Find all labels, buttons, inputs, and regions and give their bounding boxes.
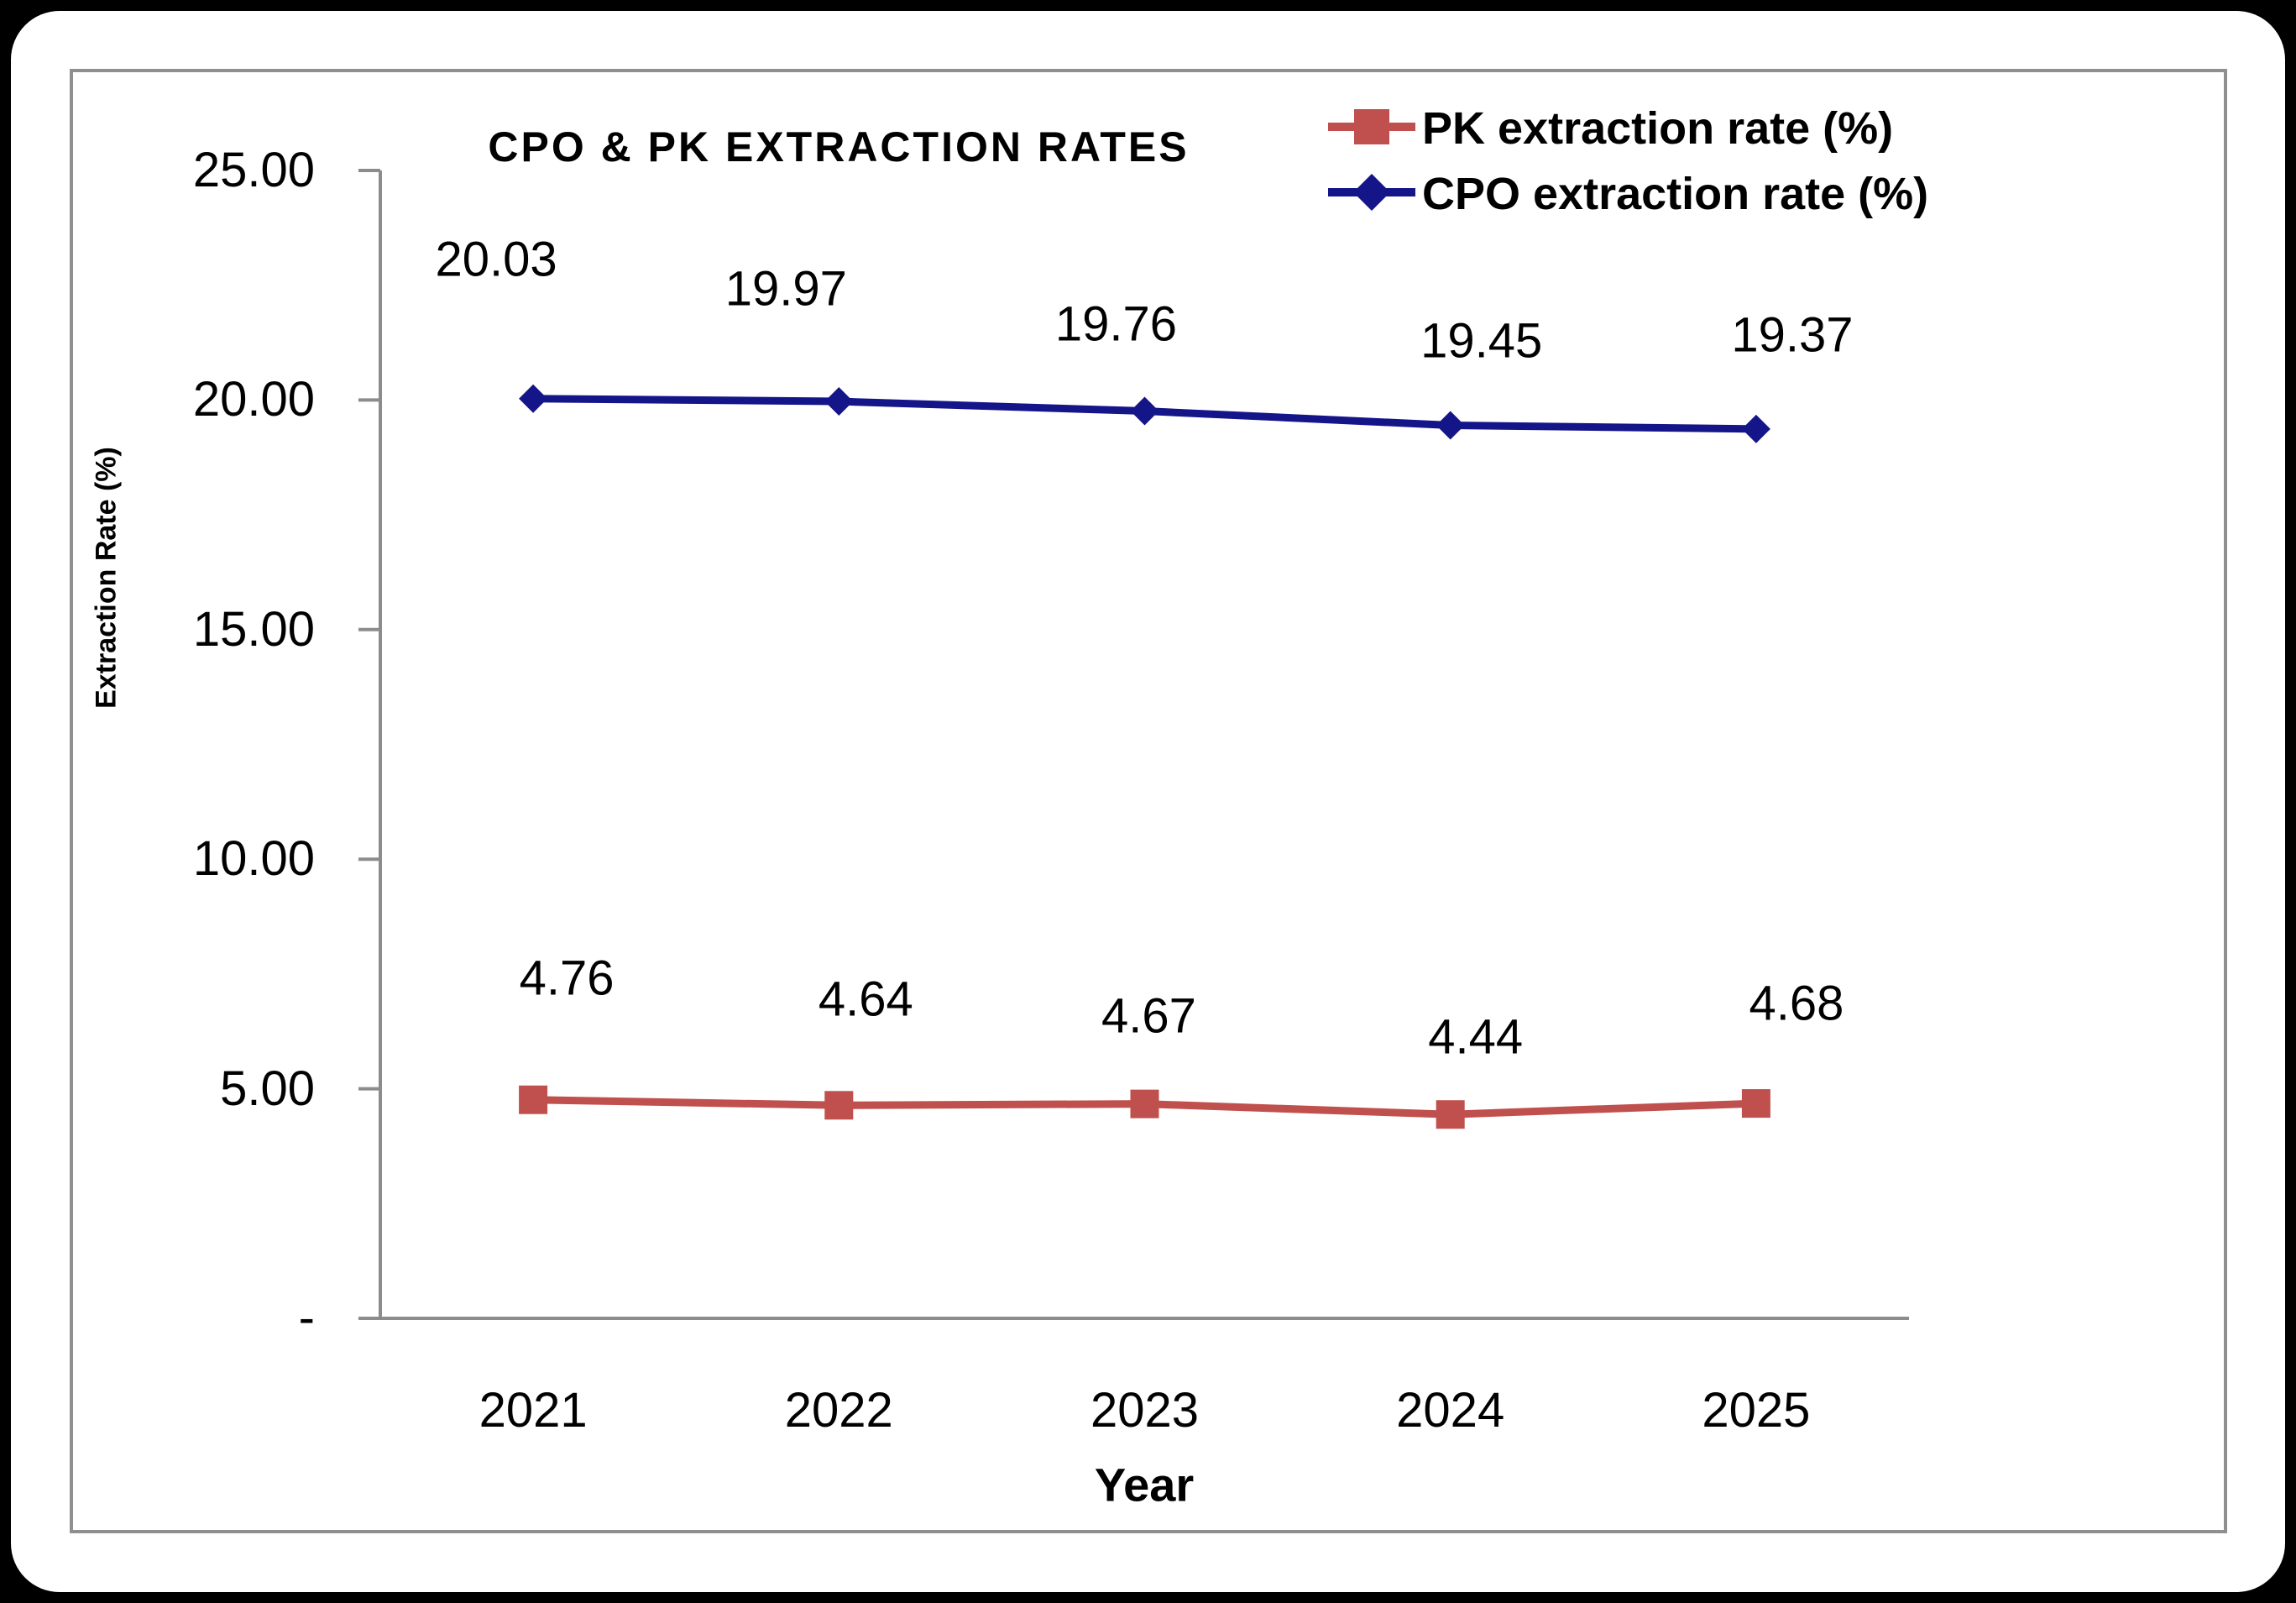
diamond-marker-icon bbox=[1130, 396, 1159, 426]
square-marker-icon bbox=[1130, 1089, 1159, 1118]
x-tick-label: 2021 bbox=[479, 1383, 588, 1438]
y-tick-label: 20.00 bbox=[192, 372, 315, 427]
y-tick-label: 15.00 bbox=[192, 601, 315, 657]
pk-square-marker-icon bbox=[1328, 107, 1415, 150]
legend-label-pk: PK extraction rate (%) bbox=[1422, 103, 1894, 154]
data-label: 19.37 bbox=[1731, 307, 1854, 363]
square-marker-icon bbox=[1741, 1089, 1770, 1118]
square-marker-icon bbox=[1436, 1100, 1465, 1129]
data-label: 19.97 bbox=[724, 261, 847, 317]
x-tick-label: 2022 bbox=[784, 1383, 893, 1438]
data-label: 4.67 bbox=[1101, 988, 1196, 1044]
data-label: 20.03 bbox=[435, 232, 557, 287]
legend-item-pk: PK extraction rate (%) bbox=[1328, 101, 1928, 156]
data-label: 4.64 bbox=[818, 972, 913, 1027]
chart-title: CPO & PK EXTRACTION RATES bbox=[488, 123, 1190, 170]
diamond-marker-icon bbox=[1741, 414, 1770, 443]
diamond-marker-icon bbox=[824, 387, 854, 416]
x-tick-label: 2024 bbox=[1396, 1383, 1505, 1438]
legend-item-cpo: CPO extraction rate (%) bbox=[1328, 166, 1928, 222]
data-label: 4.44 bbox=[1428, 1009, 1524, 1065]
legend: PK extraction rate (%) CPO extraction ra… bbox=[1328, 101, 1928, 222]
y-tick-label: 10.00 bbox=[192, 831, 315, 887]
square-marker-icon bbox=[824, 1091, 854, 1120]
y-tick-label: 25.00 bbox=[192, 143, 315, 197]
diamond-marker-icon bbox=[519, 384, 548, 413]
data-label: 4.76 bbox=[519, 951, 615, 1006]
y-tick-label: - bbox=[298, 1291, 315, 1345]
square-marker-icon bbox=[519, 1085, 548, 1114]
x-tick-label: 2023 bbox=[1090, 1383, 1200, 1438]
cpo-diamond-marker-icon bbox=[1328, 173, 1415, 216]
diamond-marker-icon bbox=[1436, 411, 1465, 440]
plot-frame-border bbox=[70, 69, 2227, 1533]
data-label: 19.45 bbox=[1420, 313, 1543, 369]
x-tick-label: 2025 bbox=[1702, 1383, 1811, 1438]
legend-label-cpo: CPO extraction rate (%) bbox=[1422, 169, 1929, 219]
data-label: 4.68 bbox=[1749, 976, 1844, 1031]
x-axis-title: Year bbox=[1094, 1458, 1195, 1511]
data-label: 19.76 bbox=[1054, 296, 1178, 352]
y-tick-label: 5.00 bbox=[220, 1061, 315, 1116]
